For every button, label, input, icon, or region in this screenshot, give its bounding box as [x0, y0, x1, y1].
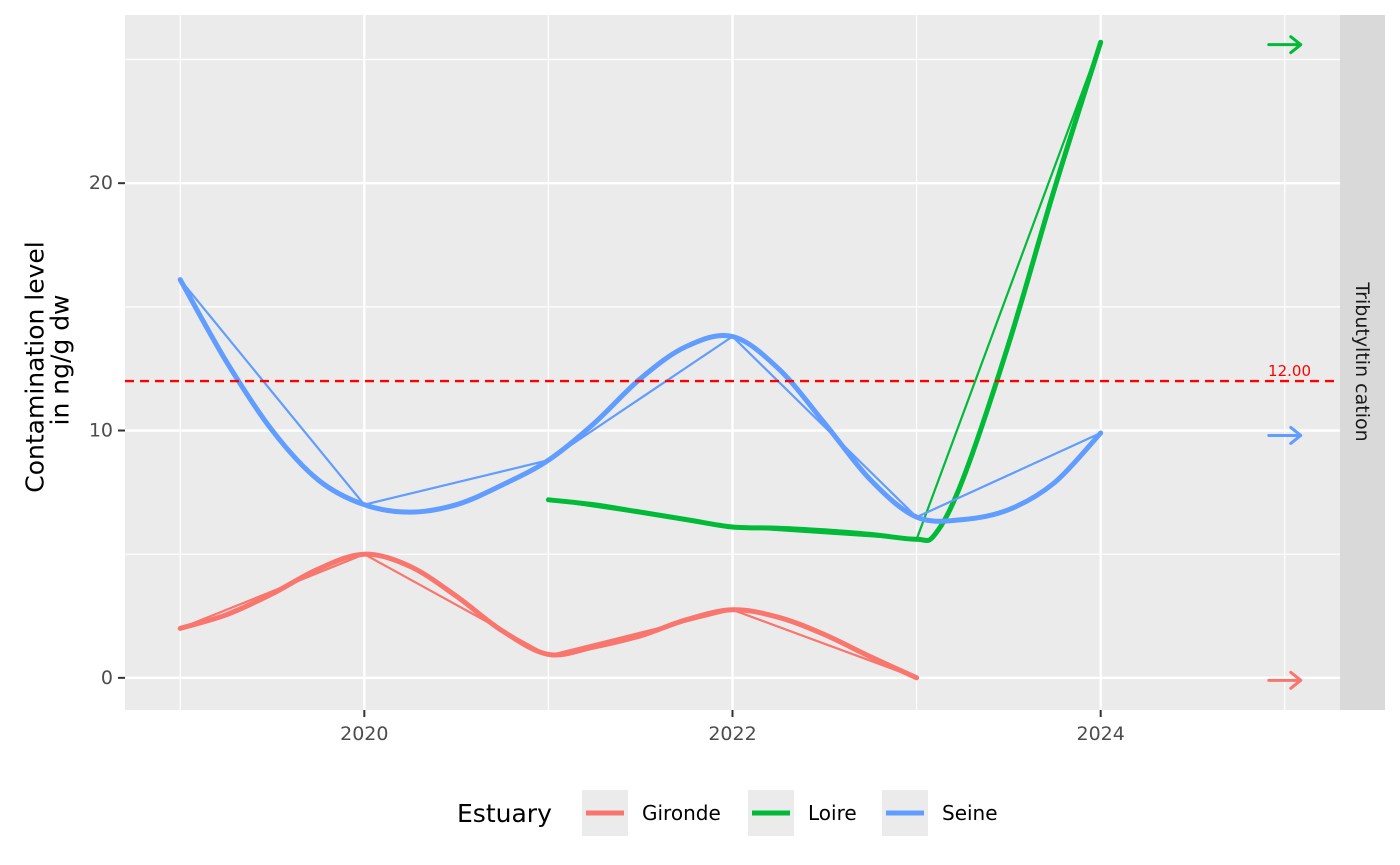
y-tick-label: 20	[89, 172, 113, 194]
legend-label-gironde: Gironde	[642, 801, 721, 825]
facet-strip-label: Tributyltin cation	[1351, 281, 1373, 441]
facet-strip	[1340, 15, 1385, 710]
series-line-seine	[179, 278, 1102, 519]
x-tick-label: 2020	[340, 723, 388, 745]
trend-arrow-loire	[1267, 35, 1303, 55]
trend-arrows	[1267, 35, 1303, 690]
legend-label-loire: Loire	[808, 801, 857, 825]
series-smooth-gironde	[177, 551, 920, 681]
y-axis-title-line2: in ng/g dw	[46, 294, 75, 425]
legend-title: Estuary	[457, 799, 552, 828]
y-tick-label: 0	[101, 667, 113, 689]
x-tick-label: 2022	[708, 723, 756, 745]
trend-arrow-gironde	[1267, 670, 1303, 690]
threshold-label: 12.00	[1268, 362, 1311, 380]
legend-items: Gironde Loire Seine	[582, 790, 998, 836]
y-axis-title-line1: Contamination level	[21, 241, 50, 492]
threshold-layer: 12.00	[125, 362, 1340, 383]
series-smooth-loire	[545, 39, 1104, 544]
y-tick-label: 10	[89, 420, 113, 442]
grid-major	[125, 15, 1340, 710]
legend: Estuary Gironde Loire Seine	[457, 790, 998, 836]
legend-label-seine: Seine	[942, 801, 998, 825]
trend-arrow-seine	[1267, 425, 1303, 445]
x-tick-label: 2024	[1077, 723, 1125, 745]
